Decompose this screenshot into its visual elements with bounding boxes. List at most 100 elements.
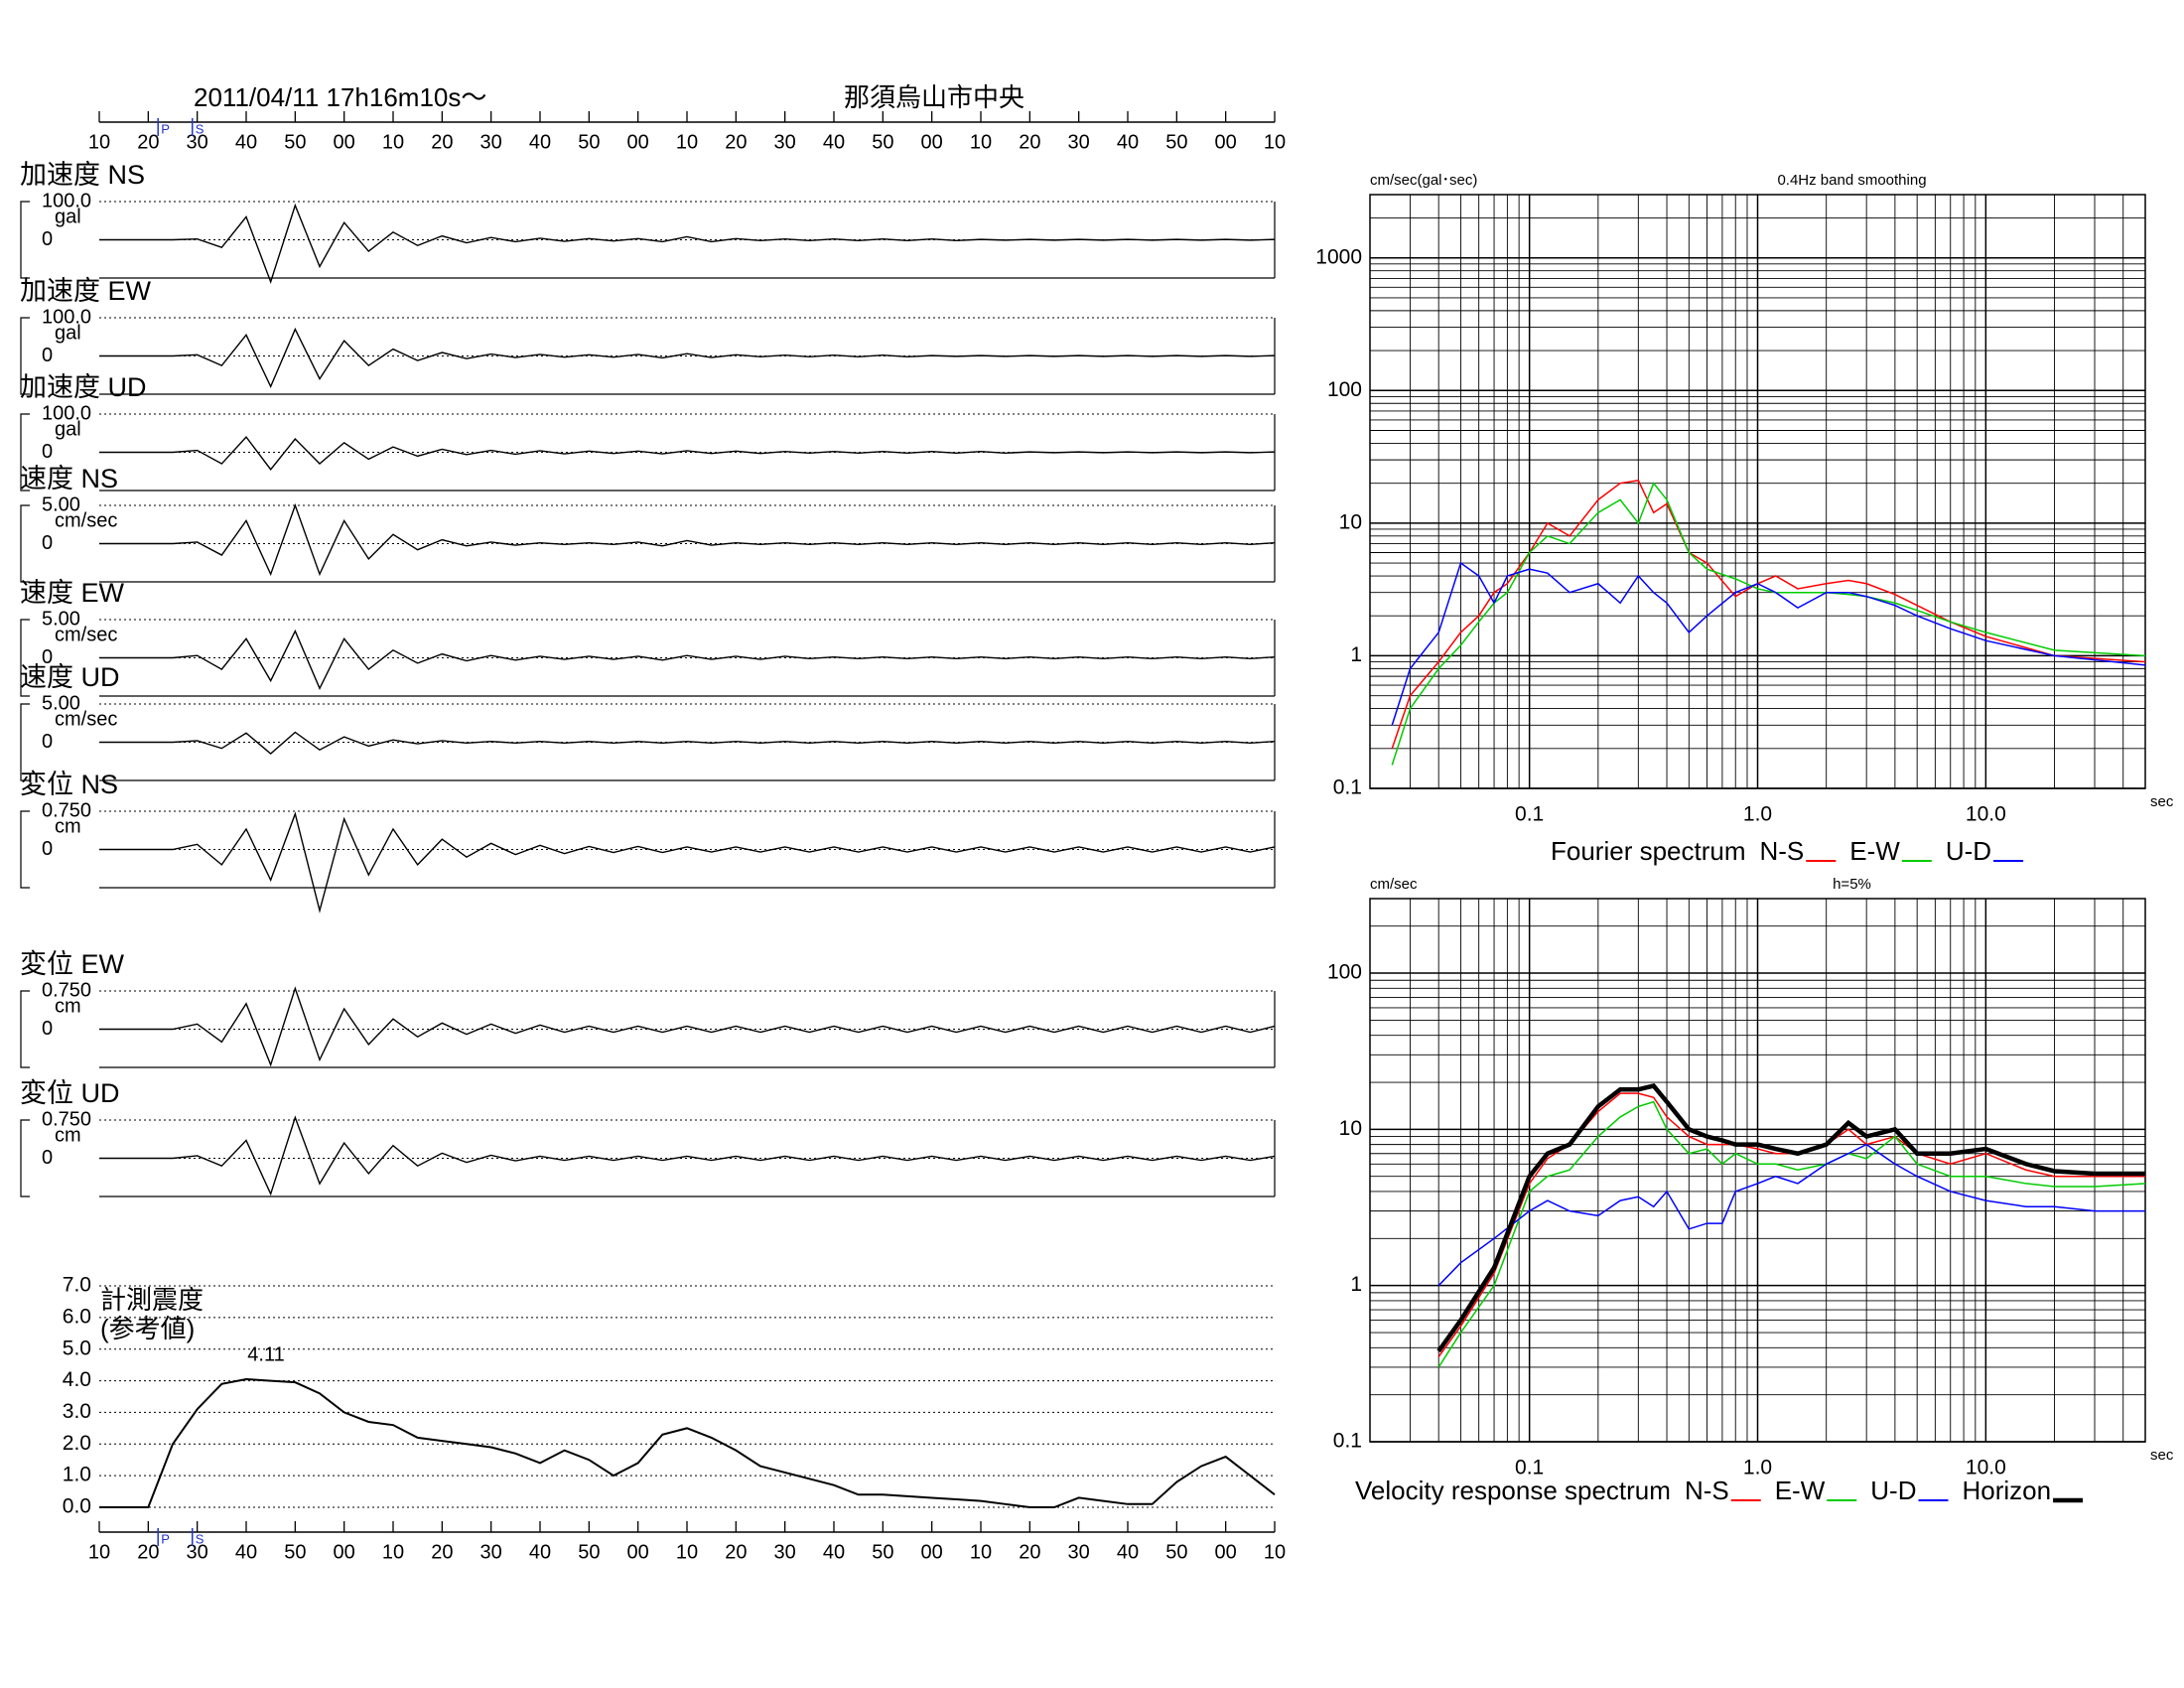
- y-tick-label: 0.750: [42, 799, 91, 821]
- spectrum-line: [1391, 480, 2146, 750]
- legend-label: Horizon: [1962, 1476, 2051, 1505]
- x-tick-label: 20: [725, 1541, 747, 1563]
- x-axis-label: sec: [2150, 1447, 2174, 1464]
- y-tick-label: 0.1: [1333, 776, 1362, 799]
- spectrum-line: [1436, 1083, 2145, 1353]
- unit-label: cm/sec: [55, 624, 117, 645]
- x-tick-label: 10: [970, 1541, 992, 1563]
- x-tick-label: 1.0: [1743, 1457, 1772, 1479]
- x-tick-label: 0.1: [1515, 803, 1544, 826]
- y-tick-label: 0: [42, 1147, 53, 1169]
- x-tick-label: 20: [1019, 1541, 1040, 1563]
- peak-label: 4.11: [247, 1343, 284, 1365]
- y-tick-label: 1.0: [63, 1464, 91, 1486]
- y-tick-label: 0.1: [1333, 1430, 1362, 1453]
- bracket: [20, 413, 30, 492]
- bracket: [20, 201, 30, 279]
- unit-label: cm: [55, 995, 81, 1017]
- chart-title: 2011/04/11 17h16m10s〜: [194, 82, 486, 112]
- y-tick-label: 0: [42, 838, 53, 860]
- x-tick-label: 30: [187, 1541, 208, 1563]
- waveform-trace: [99, 1115, 1276, 1196]
- x-tick-label: 00: [1215, 1541, 1237, 1563]
- unit-label: cm: [55, 815, 81, 837]
- y-axis-label: cm/sec: [1370, 876, 1418, 893]
- x-tick-label: 20: [431, 131, 453, 153]
- x-tick-label: 40: [823, 131, 845, 153]
- phase-label: P: [161, 1531, 170, 1546]
- legend-title: Fourier spectrum: [1551, 836, 1746, 866]
- x-tick-label: 30: [774, 1541, 796, 1563]
- waveform-trace: [99, 436, 1276, 471]
- bracket: [20, 990, 30, 1068]
- x-tick-label: 20: [1019, 131, 1040, 153]
- x-tick-label: 40: [823, 1541, 845, 1563]
- y-tick-label: 0: [42, 646, 53, 668]
- y-tick-label: 3.0: [63, 1400, 91, 1423]
- y-tick-label: 2.0: [63, 1432, 91, 1455]
- x-tick-label: 50: [872, 1541, 893, 1563]
- chart-title: 計測震度: [100, 1285, 204, 1315]
- x-tick-label: 10: [676, 131, 698, 153]
- waveform-trace: [99, 731, 1276, 755]
- y-tick-label: 0.750: [42, 979, 91, 1001]
- x-tick-label: 30: [774, 131, 796, 153]
- x-tick-label: 10: [676, 1541, 698, 1563]
- chart-title: 0.4Hz band smoothing: [1777, 172, 1926, 189]
- y-tick-label: 100.0: [42, 190, 91, 211]
- x-tick-label: 40: [1117, 1541, 1139, 1563]
- x-tick-label: 10: [970, 131, 992, 153]
- x-tick-label: 50: [578, 1541, 600, 1563]
- waveform-trace: [99, 986, 1276, 1067]
- panel-label: 変位 EW: [20, 949, 125, 979]
- panel-label: 変位 UD: [20, 1078, 120, 1108]
- phase-label: S: [196, 121, 205, 136]
- bracket: [20, 619, 30, 697]
- x-tick-label: 40: [235, 1541, 257, 1563]
- y-tick-label: 0: [42, 345, 53, 366]
- y-axis-label: cm/sec(gal･sec): [1370, 172, 1477, 189]
- plot-frame: [1369, 194, 2146, 789]
- x-tick-label: 00: [627, 1541, 649, 1563]
- x-tick-label: 30: [1068, 1541, 1090, 1563]
- panel-label: 速度 EW: [20, 578, 125, 608]
- x-tick-label: 10: [1264, 131, 1286, 153]
- waveform-trace: [99, 203, 1276, 284]
- panel-label: 加速度 EW: [20, 276, 152, 306]
- y-tick-label: 0.750: [42, 1108, 91, 1130]
- x-tick-label: 40: [1117, 131, 1139, 153]
- x-tick-label: 20: [725, 131, 747, 153]
- x-tick-label: 00: [921, 1541, 943, 1563]
- x-tick-label: 50: [284, 131, 306, 153]
- plot-frame: [1369, 898, 2146, 1443]
- legend-label: N-S: [1760, 836, 1805, 866]
- x-tick-label: 50: [1165, 131, 1187, 153]
- intensity-line: [99, 1377, 1276, 1508]
- x-tick-label: 20: [431, 1541, 453, 1563]
- bracket: [20, 317, 30, 395]
- spectrum-line: [1391, 482, 2146, 766]
- y-tick-label: 1: [1350, 1273, 1362, 1296]
- chart-subtitle: 那須烏山市中央: [844, 82, 1024, 112]
- y-tick-label: 0.0: [63, 1495, 91, 1518]
- x-tick-label: 10: [88, 1541, 110, 1563]
- y-tick-label: 5.0: [63, 1336, 91, 1359]
- chart-title: h=5%: [1833, 876, 1871, 893]
- legend-label: E-W: [1775, 1476, 1826, 1505]
- x-tick-label: 00: [1215, 131, 1237, 153]
- x-tick-label: 00: [627, 131, 649, 153]
- x-tick-label: 10: [382, 131, 404, 153]
- legend-label: N-S: [1685, 1476, 1729, 1505]
- bracket: [20, 1119, 30, 1197]
- x-tick-label: 10: [1264, 1541, 1286, 1563]
- x-tick-label: 30: [480, 1541, 502, 1563]
- phase-label: S: [196, 1531, 205, 1546]
- phase-label: P: [161, 121, 170, 136]
- panel-label: 加速度 NS: [20, 160, 145, 190]
- unit-label: cm/sec: [55, 708, 117, 730]
- waveform-trace: [99, 327, 1276, 389]
- x-tick-label: 0.1: [1515, 1457, 1544, 1479]
- bracket: [20, 703, 30, 781]
